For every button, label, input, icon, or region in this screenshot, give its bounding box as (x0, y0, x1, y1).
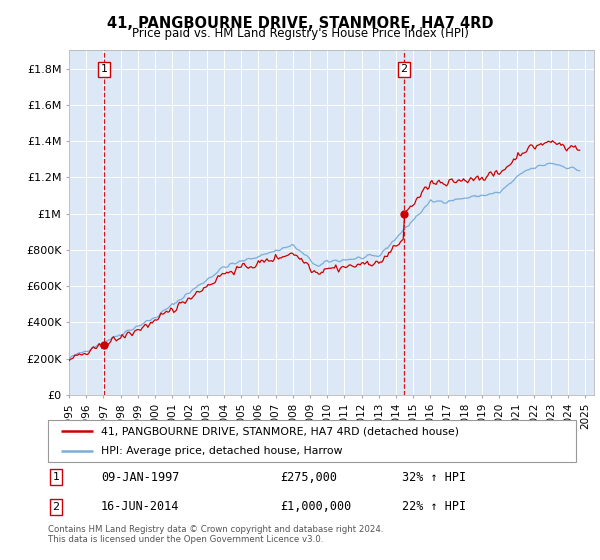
Text: 41, PANGBOURNE DRIVE, STANMORE, HA7 4RD: 41, PANGBOURNE DRIVE, STANMORE, HA7 4RD (107, 16, 493, 31)
Text: £1,000,000: £1,000,000 (280, 500, 352, 514)
Text: 41, PANGBOURNE DRIVE, STANMORE, HA7 4RD (detached house): 41, PANGBOURNE DRIVE, STANMORE, HA7 4RD … (101, 426, 459, 436)
Text: 22% ↑ HPI: 22% ↑ HPI (402, 500, 466, 514)
Text: 2: 2 (400, 64, 407, 74)
Text: 16-JUN-2014: 16-JUN-2014 (101, 500, 179, 514)
Text: 32% ↑ HPI: 32% ↑ HPI (402, 470, 466, 484)
Text: Price paid vs. HM Land Registry's House Price Index (HPI): Price paid vs. HM Land Registry's House … (131, 27, 469, 40)
FancyBboxPatch shape (48, 420, 576, 462)
Text: 1: 1 (100, 64, 107, 74)
Text: HPI: Average price, detached house, Harrow: HPI: Average price, detached house, Harr… (101, 446, 342, 456)
Text: Contains HM Land Registry data © Crown copyright and database right 2024.
This d: Contains HM Land Registry data © Crown c… (48, 525, 383, 544)
Text: 09-JAN-1997: 09-JAN-1997 (101, 470, 179, 484)
Text: 1: 1 (52, 472, 59, 482)
Text: 2: 2 (52, 502, 59, 512)
Text: £275,000: £275,000 (280, 470, 337, 484)
